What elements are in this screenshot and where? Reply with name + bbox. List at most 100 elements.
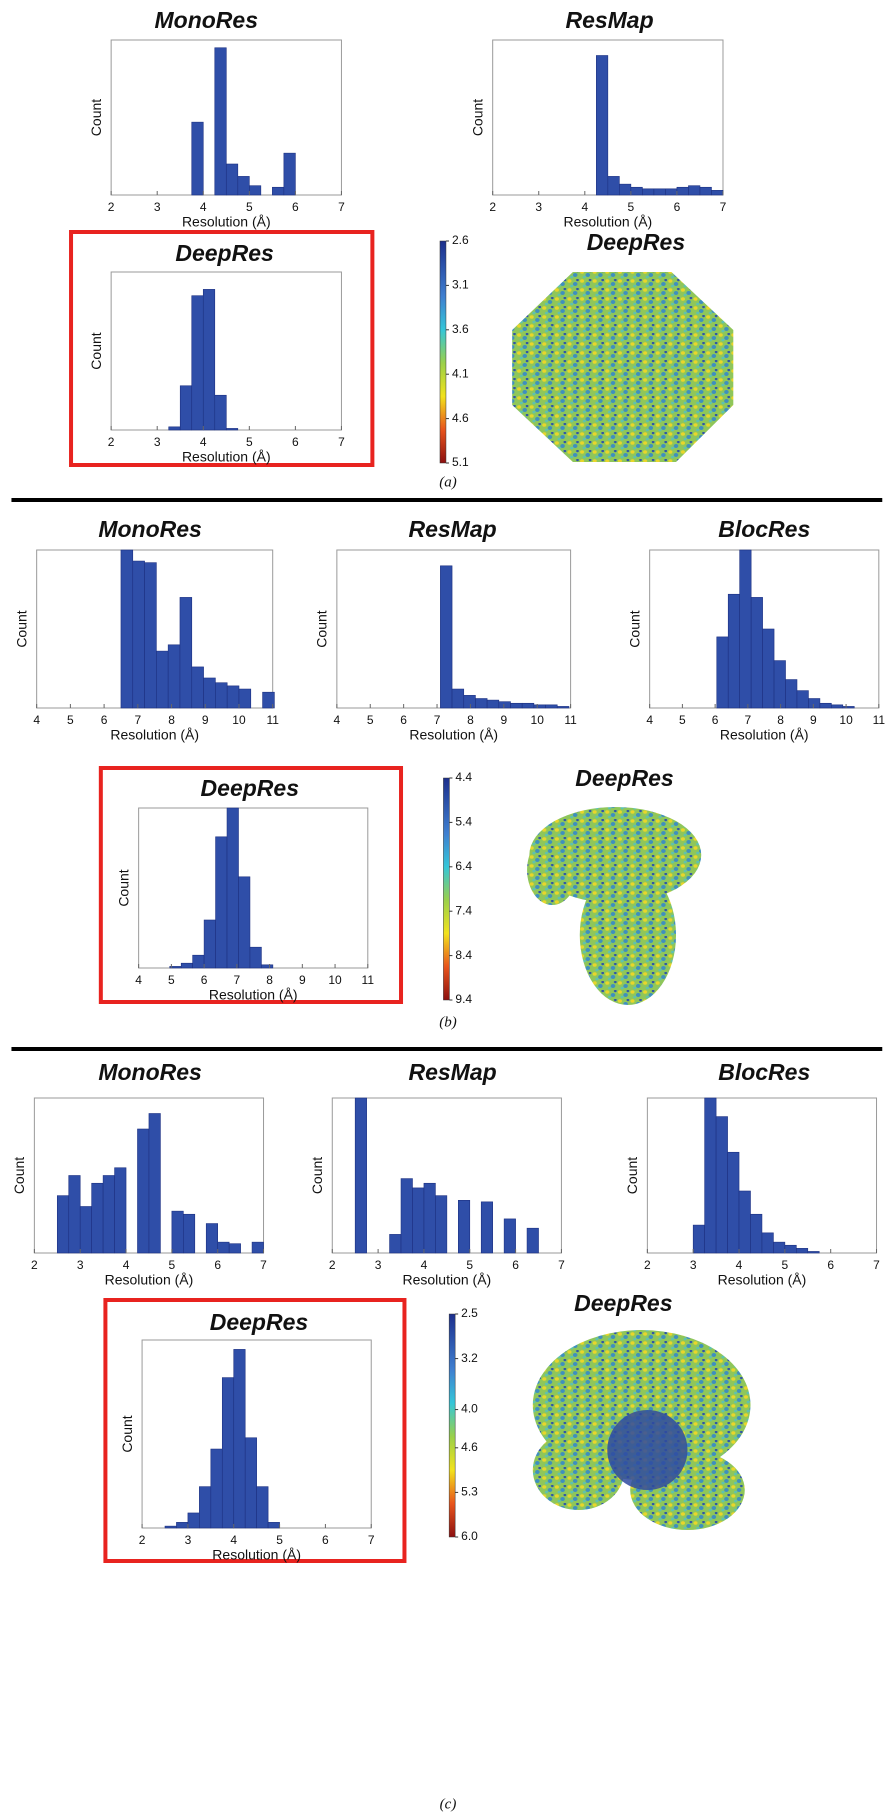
- x-tick-label: 9: [500, 713, 507, 727]
- bar: [181, 963, 192, 968]
- x-axis-label: Resolution (Å): [209, 987, 298, 1003]
- bar: [261, 965, 272, 968]
- panel-title: DeepRes: [175, 240, 273, 266]
- x-tick-label: 8: [777, 713, 784, 727]
- bar: [57, 1196, 68, 1253]
- x-tick-label: 2: [108, 200, 115, 214]
- x-tick-label: 4: [135, 973, 142, 987]
- panel-title: MonoRes: [98, 516, 202, 542]
- panel-title: BlocRes: [718, 516, 810, 542]
- bar: [534, 705, 546, 708]
- bar: [693, 1225, 704, 1253]
- x-tick-label: 6: [292, 435, 299, 449]
- bar: [215, 395, 227, 430]
- bar: [522, 703, 534, 708]
- bar: [121, 550, 133, 708]
- bar: [245, 1438, 256, 1528]
- bar: [249, 186, 261, 195]
- bar: [193, 955, 204, 968]
- colorbar-tick-label: 6.4: [455, 859, 472, 873]
- bar: [440, 566, 452, 708]
- colorbar-tick-label: 9.4: [455, 992, 472, 1006]
- bar: [546, 705, 558, 708]
- bar: [728, 1152, 739, 1253]
- bar: [750, 1214, 761, 1253]
- x-tick-label: 5: [276, 1533, 283, 1547]
- x-tick-label: 4: [736, 1258, 743, 1272]
- volume-render: [533, 1330, 751, 1530]
- x-tick-label: 5: [67, 713, 74, 727]
- bar: [206, 1224, 217, 1253]
- x-tick-label: 9: [202, 713, 209, 727]
- x-tick-label: 10: [232, 713, 246, 727]
- bar: [797, 691, 808, 708]
- colorbar-tick-label: 5.1: [452, 455, 469, 469]
- y-axis-label: Count: [11, 1157, 27, 1194]
- x-tick-label: 4: [200, 200, 207, 214]
- bar: [796, 1248, 807, 1253]
- bar: [843, 706, 854, 708]
- colorbar-tick-label: 4.0: [461, 1402, 478, 1416]
- x-axis-label: Resolution (Å): [403, 1272, 492, 1288]
- bar: [527, 1228, 538, 1253]
- y-axis-label: Count: [626, 610, 642, 647]
- bar: [226, 428, 238, 430]
- bar: [80, 1207, 91, 1254]
- bar: [229, 1244, 240, 1253]
- x-tick-label: 7: [558, 1258, 565, 1272]
- x-tick-label: 10: [328, 973, 342, 987]
- colorbar: [440, 241, 446, 463]
- x-tick-label: 4: [230, 1533, 237, 1547]
- bar: [103, 1176, 114, 1254]
- x-tick-label: 11: [873, 713, 886, 727]
- x-tick-label: 4: [646, 713, 653, 727]
- panel-title: BlocRes: [718, 1059, 810, 1085]
- x-tick-label: 6: [214, 1258, 221, 1272]
- x-tick-label: 7: [260, 1258, 267, 1272]
- bar: [145, 563, 157, 708]
- x-tick-label: 5: [168, 973, 175, 987]
- x-tick-label: 7: [873, 1258, 880, 1272]
- bar: [774, 661, 785, 708]
- x-tick-label: 3: [154, 435, 161, 449]
- bar: [115, 1168, 126, 1253]
- x-tick-label: 4: [581, 200, 588, 214]
- colorbar-tick-label: 3.6: [452, 322, 469, 336]
- x-tick-label: 5: [367, 713, 374, 727]
- bar: [700, 187, 712, 195]
- colorbar-tick-label: 3.1: [452, 278, 469, 292]
- x-tick-label: 9: [810, 713, 817, 727]
- x-axis-label: Resolution (Å): [409, 727, 498, 743]
- colorbar-tick-label: 4.4: [455, 770, 472, 784]
- bar: [763, 629, 774, 708]
- y-axis-label: Count: [115, 869, 131, 906]
- bar: [192, 122, 204, 195]
- bar: [227, 686, 239, 708]
- bar: [740, 550, 751, 708]
- panel-title: MonoRes: [98, 1059, 202, 1085]
- caption: (a): [439, 474, 457, 490]
- bar: [192, 667, 204, 708]
- x-tick-label: 2: [108, 435, 115, 449]
- colorbar-tick-label: 2.5: [461, 1306, 478, 1320]
- bar: [728, 594, 739, 708]
- bar: [424, 1183, 435, 1253]
- x-axis-label: Resolution (Å): [105, 1272, 194, 1288]
- bar: [751, 597, 762, 708]
- colorbar-tick-label: 5.4: [455, 815, 472, 829]
- bar: [216, 837, 227, 968]
- bar: [642, 189, 654, 195]
- bar: [355, 1098, 366, 1253]
- y-axis-label: Count: [88, 332, 104, 369]
- x-tick-label: 5: [246, 435, 253, 449]
- bar: [199, 1487, 210, 1528]
- bar: [401, 1179, 412, 1253]
- panel-title: DeepRes: [574, 1290, 672, 1316]
- bar: [452, 689, 464, 708]
- panel-title: DeepRes: [587, 229, 685, 255]
- caption: (b): [439, 1014, 457, 1030]
- x-tick-label: 6: [674, 200, 681, 214]
- bar: [739, 1191, 750, 1253]
- bar: [204, 678, 216, 708]
- bar: [250, 947, 261, 968]
